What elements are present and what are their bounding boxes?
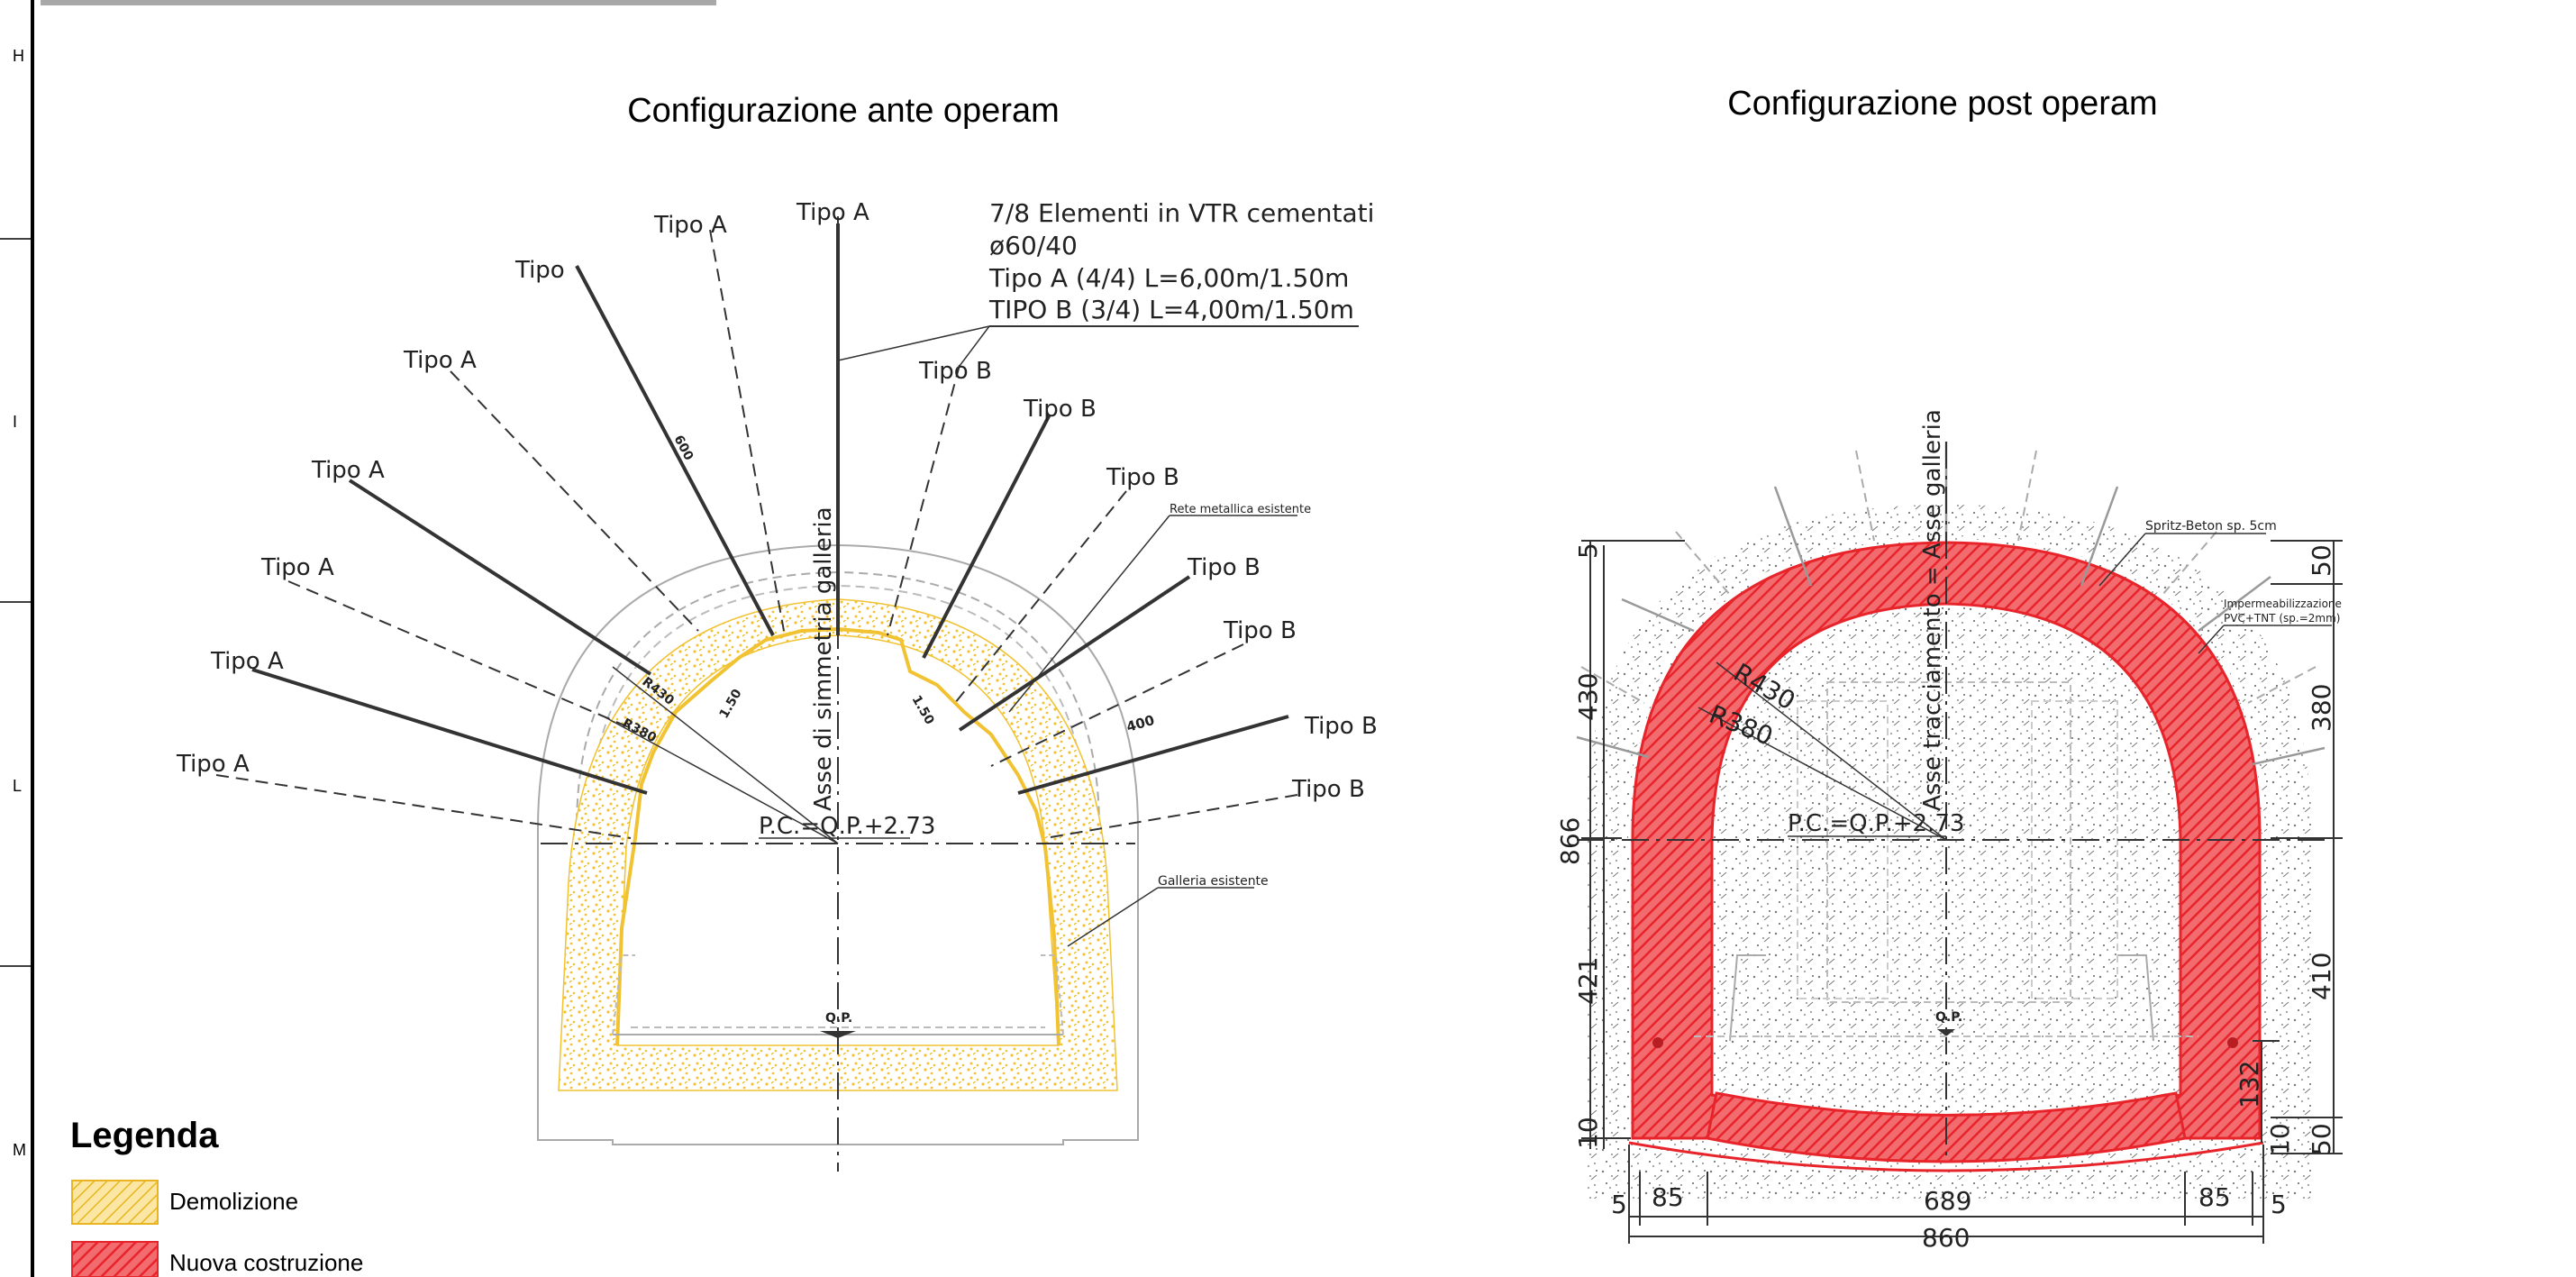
note-line-1: 7/8 Elementi in VTR cementati	[989, 198, 1374, 228]
post-spritz-label: Spritz-Beton sp. 5cm	[2145, 519, 2277, 534]
post-qp-label: Q.P.	[1935, 1010, 1962, 1025]
ruler-letter-h: H	[13, 47, 24, 65]
tipo-label: Tipo B	[1106, 464, 1179, 491]
ruler-letter-l: L	[13, 777, 22, 795]
post-asse-label: Asse tracciamento = Asse galleria	[1919, 409, 1946, 811]
note-line-4: TIPO B (3/4) L=4,00m/1.50m	[988, 295, 1354, 324]
ante-dim-150b: 1.50	[909, 693, 937, 727]
tipo-label: Tipo A	[403, 347, 477, 374]
tipo-label: Tipo A	[210, 648, 284, 675]
dim-right-10: 10	[2265, 1123, 2295, 1155]
legend-label-demolition: Demolizione	[169, 1188, 298, 1215]
dim-bot-860: 860	[1922, 1223, 1970, 1253]
legend-title: Legenda	[70, 1116, 219, 1155]
ante-nails-solid	[251, 223, 1289, 795]
post-imperm-label-1: Impermeabilizzazione	[2224, 597, 2342, 610]
post-operam-drawing: Asse tracciamento = Asse galleria P.C.=Q…	[1555, 409, 2343, 1253]
tipo-label: Tipo A	[311, 457, 385, 484]
ante-operam-drawing: Tipo A Tipo A Tipo Tipo A Tipo A Tipo A …	[176, 198, 1378, 1172]
tipo-label: Tipo B	[1187, 554, 1261, 581]
dim-bot-85-right: 85	[2198, 1182, 2231, 1212]
legend-swatch-demolition	[71, 1180, 159, 1225]
tipo-label: Tipo B	[1304, 713, 1378, 740]
dim-right-132: 132	[2235, 1061, 2264, 1108]
post-left-dimensions	[1581, 540, 1685, 1149]
post-ghost-profile	[1729, 954, 2154, 1042]
dim-left-5: 5	[1573, 543, 1603, 559]
note-line-2: ø60/40	[989, 231, 1078, 260]
tipo-label: Tipo A	[176, 751, 250, 778]
ruler-letter-m: M	[13, 1141, 26, 1159]
tipo-label: Tipo B	[1023, 396, 1097, 423]
qp-marker	[820, 1031, 856, 1038]
callout-rete: Rete metallica esistente	[1170, 503, 1311, 516]
post-bottom-dimensions	[1628, 1145, 2264, 1244]
ante-note: 7/8 Elementi in VTR cementati ø60/40 Tip…	[837, 198, 1374, 370]
ante-pc-label: P.C.=Q.P.+2.73	[759, 813, 935, 840]
ante-existing-tunnel-line	[615, 626, 1060, 1046]
ante-dim-150a: 1.50	[717, 687, 745, 721]
legend-label-construction: Nuova costruzione	[169, 1249, 363, 1276]
ante-dim-400: 400	[1124, 712, 1156, 735]
tipo-label: Tipo A	[796, 199, 869, 226]
dim-bot-5-right: 5	[2271, 1190, 2287, 1219]
tipo-label: Tipo B	[1291, 776, 1365, 803]
dim-right-410: 410	[2307, 953, 2336, 1000]
dim-right-50-top: 50	[2307, 544, 2336, 577]
dim-left-430: 430	[1573, 673, 1603, 721]
tipo-label: Tipo A	[653, 212, 727, 239]
callout-galleria: Galleria esistente	[1158, 874, 1269, 889]
tipo-label: Tipo B	[1223, 617, 1297, 644]
post-ground	[1586, 505, 2311, 1199]
sheet-ruler: H I L M	[0, 0, 34, 1277]
legend-swatch-construction	[71, 1241, 159, 1277]
dim-bot-85-left: 85	[1652, 1182, 1684, 1212]
legend-item-construction: Nuova costruzione	[71, 1241, 363, 1277]
top-bar	[41, 0, 716, 5]
title-post-operam: Configurazione post operam	[1727, 85, 2157, 123]
note-line-3: Tipo A (4/4) L=6,00m/1.50m	[988, 263, 1349, 293]
post-pc-label: P.C.=Q.P.+2.73	[1788, 810, 1964, 837]
post-imperm-label-2: PVC+TNT (sp.=2mm)	[2224, 612, 2340, 625]
dim-bot-5-left: 5	[1611, 1190, 1627, 1219]
ruler-letter-i: I	[13, 413, 17, 431]
title-ante-operam: Configurazione ante operam	[627, 92, 1060, 130]
ante-outer-profile	[537, 543, 1139, 1145]
tipo-label: Tipo A	[260, 554, 334, 581]
legend: Legenda Demolizione Nuova costruzione	[70, 1116, 363, 1277]
tipo-label: Tipo B	[918, 358, 992, 385]
ante-qp-label: Q.P.	[825, 1011, 852, 1026]
post-right-dimensions	[2253, 540, 2343, 1154]
ante-nails-dashed	[215, 229, 1298, 839]
dim-bot-689: 689	[1924, 1186, 1971, 1216]
dim-left-866: 866	[1555, 817, 1585, 865]
dim-left-421: 421	[1573, 957, 1603, 1005]
dim-right-380: 380	[2307, 684, 2336, 732]
dim-right-50-bot: 50	[2307, 1123, 2336, 1155]
ante-asse-label: Asse di simmetria galleria	[810, 506, 837, 811]
tipo-label: Tipo	[514, 257, 565, 284]
dim-left-10: 10	[1573, 1117, 1603, 1149]
legend-item-demolition: Demolizione	[71, 1180, 298, 1225]
